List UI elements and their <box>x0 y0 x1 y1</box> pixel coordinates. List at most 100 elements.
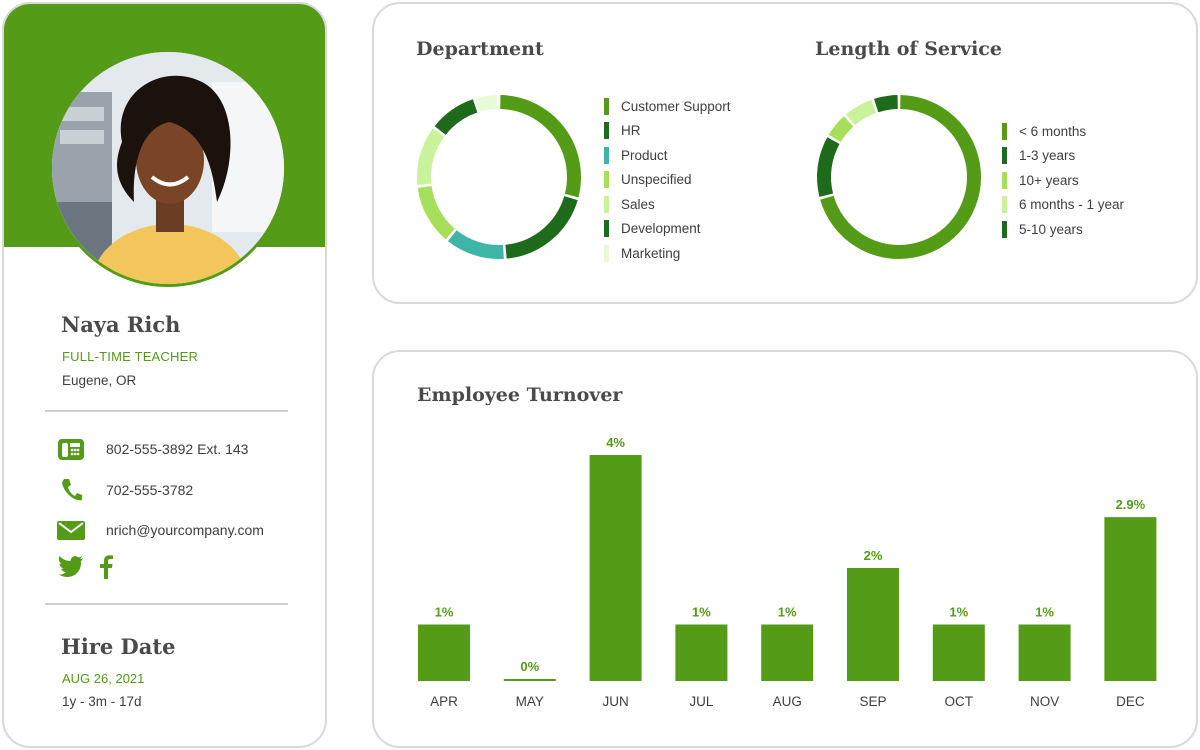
social-links <box>58 555 114 584</box>
email-icon <box>56 517 86 543</box>
department-chart-title: Department <box>416 38 544 60</box>
bar-jun[interactable] <box>589 455 642 681</box>
month-label: AUG <box>773 694 802 709</box>
tenure: 1y - 3m - 17d <box>62 694 142 709</box>
profile-card: Naya Rich FULL-TIME TEACHER Eugene, OR 8… <box>2 2 327 748</box>
legend-swatch <box>1002 220 1007 238</box>
divider <box>45 410 288 412</box>
donut-slice-product[interactable] <box>447 230 504 259</box>
month-label: DEC <box>1116 694 1145 709</box>
legend-label: 5-10 years <box>1019 221 1083 237</box>
turnover-card: Employee Turnover 1% APR 0% MAY 4% JUN 1% JUL 1%… <box>372 350 1198 748</box>
legend-label: Product <box>621 147 668 163</box>
legend-label: Unspecified <box>621 172 692 188</box>
legend-label: HR <box>621 123 641 139</box>
department-donut-chart <box>417 95 581 259</box>
legend-swatch <box>604 220 609 238</box>
service-chart-title: Length of Service <box>815 38 1002 60</box>
legend-label: 1-3 years <box>1019 148 1076 164</box>
donut-slice-customer-support[interactable] <box>499 95 581 198</box>
donut-slice-sales[interactable] <box>417 128 445 185</box>
office-phone[interactable]: 802-555-3892 Ext. 143 <box>106 441 249 457</box>
legend-label: Sales <box>621 196 655 212</box>
donut-slice-10-years[interactable] <box>828 116 854 143</box>
office-phone-icon <box>56 436 86 462</box>
legend-swatch <box>604 146 609 164</box>
mobile-phone[interactable]: 702-555-3782 <box>106 482 194 498</box>
bar-oct[interactable] <box>932 624 985 682</box>
turnover-chart-title: Employee Turnover <box>417 384 623 406</box>
hire-date-title: Hire Date <box>61 634 176 659</box>
legend-item-10-years[interactable]: 10+ years <box>1002 168 1124 193</box>
donut-slice-6-months-1-year[interactable] <box>846 99 877 126</box>
department-legend: Customer Support HR Product Unspecified Sale… <box>604 94 731 266</box>
legend-swatch <box>604 97 609 115</box>
legend-label: Development <box>621 221 701 237</box>
turnover-bar-chart: 1% APR 0% MAY 4% JUN 1% JUL 1% AUG 2% SEP 1% OCT 1% NOV… <box>418 435 1157 709</box>
legend-item-5-10-years[interactable]: 5-10 years <box>1002 217 1124 242</box>
donut-slice-development[interactable] <box>434 99 478 136</box>
divider <box>45 603 288 605</box>
legend-item-sales[interactable]: Sales <box>604 192 731 217</box>
legend-label: Customer Support <box>621 98 731 114</box>
bar-value-label: 1% <box>1035 605 1054 620</box>
donut-slice-6-months[interactable] <box>820 95 981 259</box>
legend-item-product[interactable]: Product <box>604 143 731 168</box>
bar-value-label: 1% <box>778 605 797 620</box>
bar-jul[interactable] <box>675 624 728 682</box>
bar-sep[interactable] <box>847 568 899 681</box>
facebook-icon[interactable] <box>98 555 114 584</box>
donut-slice-hr[interactable] <box>505 195 578 259</box>
month-label: JUN <box>602 694 628 709</box>
legend-label: Marketing <box>621 245 681 261</box>
service-donut-chart <box>817 95 981 259</box>
legend-item-hr[interactable]: HR <box>604 119 731 144</box>
office-phone-row[interactable]: 802-555-3892 Ext. 143 <box>56 436 248 462</box>
bar-value-label: 2.9% <box>1116 497 1146 512</box>
donut-slice-unspecified[interactable] <box>417 185 456 240</box>
donut-slice-5-10-years[interactable] <box>874 95 899 113</box>
employee-name: Naya Rich <box>61 312 181 337</box>
legend-swatch <box>604 195 609 213</box>
job-title: FULL-TIME TEACHER <box>62 349 199 364</box>
mobile-phone-row[interactable]: 702-555-3782 <box>56 477 193 503</box>
bar-may[interactable] <box>503 679 556 681</box>
legend-item-6-months[interactable]: < 6 months <box>1002 119 1124 144</box>
mobile-phone-icon <box>56 477 86 503</box>
month-label: APR <box>430 694 458 709</box>
twitter-icon[interactable] <box>58 555 84 584</box>
legend-label: 6 months - 1 year <box>1019 197 1125 213</box>
donut-slice-marketing[interactable] <box>475 95 499 112</box>
month-label: JUL <box>689 694 713 709</box>
legend-label: < 6 months <box>1019 123 1087 139</box>
month-label: SEP <box>859 694 886 709</box>
legend-swatch <box>1002 122 1007 140</box>
bar-value-label: 1% <box>435 605 454 620</box>
legend-swatch <box>604 244 609 262</box>
bar-dec[interactable] <box>1104 517 1157 681</box>
bar-nov[interactable] <box>1018 624 1071 682</box>
bar-value-label: 1% <box>949 605 968 620</box>
legend-swatch <box>604 122 609 140</box>
email-row[interactable]: nrich@yourcompany.com <box>56 517 264 543</box>
demographics-card: Department Customer Support HR Product Unsp… <box>372 2 1198 304</box>
legend-label: 10+ years <box>1019 172 1079 188</box>
legend-item-unspecified[interactable]: Unspecified <box>604 168 731 193</box>
bar-apr[interactable] <box>418 624 470 682</box>
legend-item-1-3-years[interactable]: 1-3 years <box>1002 144 1124 169</box>
legend-swatch <box>604 171 609 189</box>
legend-swatch <box>1002 196 1007 214</box>
email[interactable]: nrich@yourcompany.com <box>106 522 264 538</box>
legend-item-development[interactable]: Development <box>604 217 731 242</box>
bar-aug[interactable] <box>761 624 814 682</box>
legend-item-marketing[interactable]: Marketing <box>604 241 731 266</box>
donut-slice-1-3-years[interactable] <box>817 137 840 197</box>
bar-value-label: 4% <box>606 435 625 450</box>
month-label: OCT <box>945 694 974 709</box>
legend-swatch <box>1002 147 1007 165</box>
avatar <box>49 49 287 287</box>
bar-value-label: 0% <box>520 659 539 674</box>
legend-swatch <box>1002 171 1007 189</box>
legend-item-customer-support[interactable]: Customer Support <box>604 94 731 119</box>
legend-item-6-months-1-year[interactable]: 6 months - 1 year <box>1002 193 1124 218</box>
